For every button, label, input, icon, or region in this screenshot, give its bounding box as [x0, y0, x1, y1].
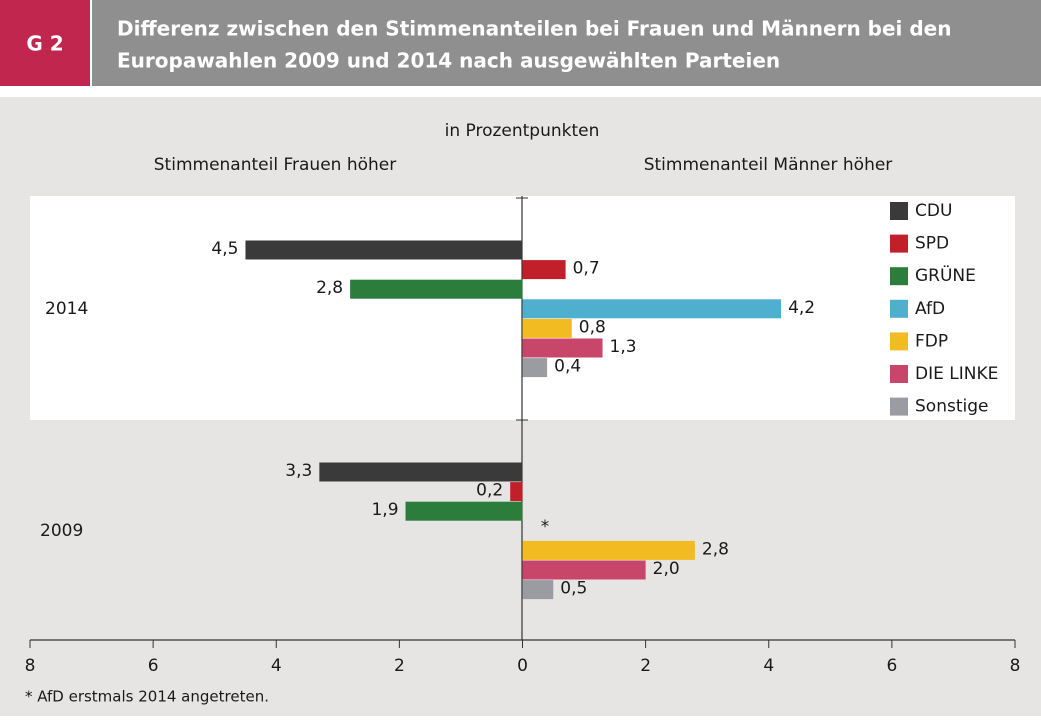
x-tick-label: 0 — [517, 656, 528, 676]
group-label: 2014 — [45, 299, 88, 319]
annotation: * — [541, 517, 550, 537]
value-label: 2,8 — [316, 278, 343, 298]
bar — [522, 560, 646, 580]
bar — [405, 501, 523, 521]
bar — [522, 299, 782, 319]
value-label: 0,7 — [573, 259, 600, 279]
bar — [522, 260, 566, 280]
x-tick-label: 2 — [640, 656, 651, 676]
group-label: 2009 — [40, 521, 83, 541]
footnote: * AfD erstmals 2014 angetreten. — [25, 688, 269, 706]
legend-label: CDU — [915, 201, 952, 221]
legend-label: GRÜNE — [915, 264, 976, 286]
x-tick-label: 6 — [886, 656, 897, 676]
value-label: 0,2 — [476, 481, 503, 501]
legend-label: DIE LINKE — [915, 364, 998, 384]
legend-swatch — [890, 332, 908, 351]
bar — [522, 358, 548, 378]
header-label: G 2 — [26, 32, 63, 56]
bar — [522, 580, 554, 600]
subtitle: in Prozentpunkten — [445, 121, 600, 141]
bar — [350, 279, 523, 299]
side-label: Stimmenanteil Männer höher — [644, 155, 893, 175]
value-label: 1,3 — [610, 337, 637, 357]
legend-label: AfD — [915, 299, 945, 319]
value-label: 2,0 — [653, 559, 680, 579]
bar — [522, 318, 572, 338]
value-label: 4,5 — [211, 239, 238, 259]
legend-swatch — [890, 267, 908, 286]
value-label: 1,9 — [371, 500, 398, 520]
value-label: 4,2 — [788, 298, 815, 318]
legend-swatch — [890, 397, 908, 416]
x-tick-label: 8 — [1010, 656, 1021, 676]
legend-label: SPD — [915, 234, 949, 254]
legend-swatch — [890, 299, 908, 318]
legend-label: Sonstige — [915, 397, 988, 417]
bar — [319, 462, 523, 482]
x-tick-label: 2 — [394, 656, 405, 676]
header-bar — [92, 0, 1041, 86]
value-label: 0,8 — [579, 317, 606, 337]
bar — [245, 240, 523, 260]
value-label: 2,8 — [702, 539, 729, 559]
value-label: 0,4 — [554, 357, 581, 377]
header-title: Europawahlen 2009 und 2014 nach ausgewäh… — [117, 49, 780, 73]
legend-swatch — [890, 202, 908, 220]
x-tick-label: 6 — [148, 656, 159, 676]
value-label: 0,5 — [560, 579, 587, 599]
legend-label: FDP — [915, 331, 948, 351]
legend-swatch — [890, 365, 908, 383]
bar — [522, 540, 695, 560]
x-tick-label: 4 — [271, 656, 282, 676]
side-label: Stimmenanteil Frauen höher — [154, 155, 396, 175]
header-badge — [0, 0, 90, 86]
legend-swatch — [890, 234, 908, 253]
bar — [522, 338, 603, 358]
header-title: Differenz zwischen den Stimmenanteilen b… — [117, 17, 951, 41]
bar — [510, 482, 523, 502]
x-tick-label: 8 — [25, 656, 36, 676]
value-label: 3,3 — [285, 461, 312, 481]
x-tick-label: 4 — [763, 656, 774, 676]
